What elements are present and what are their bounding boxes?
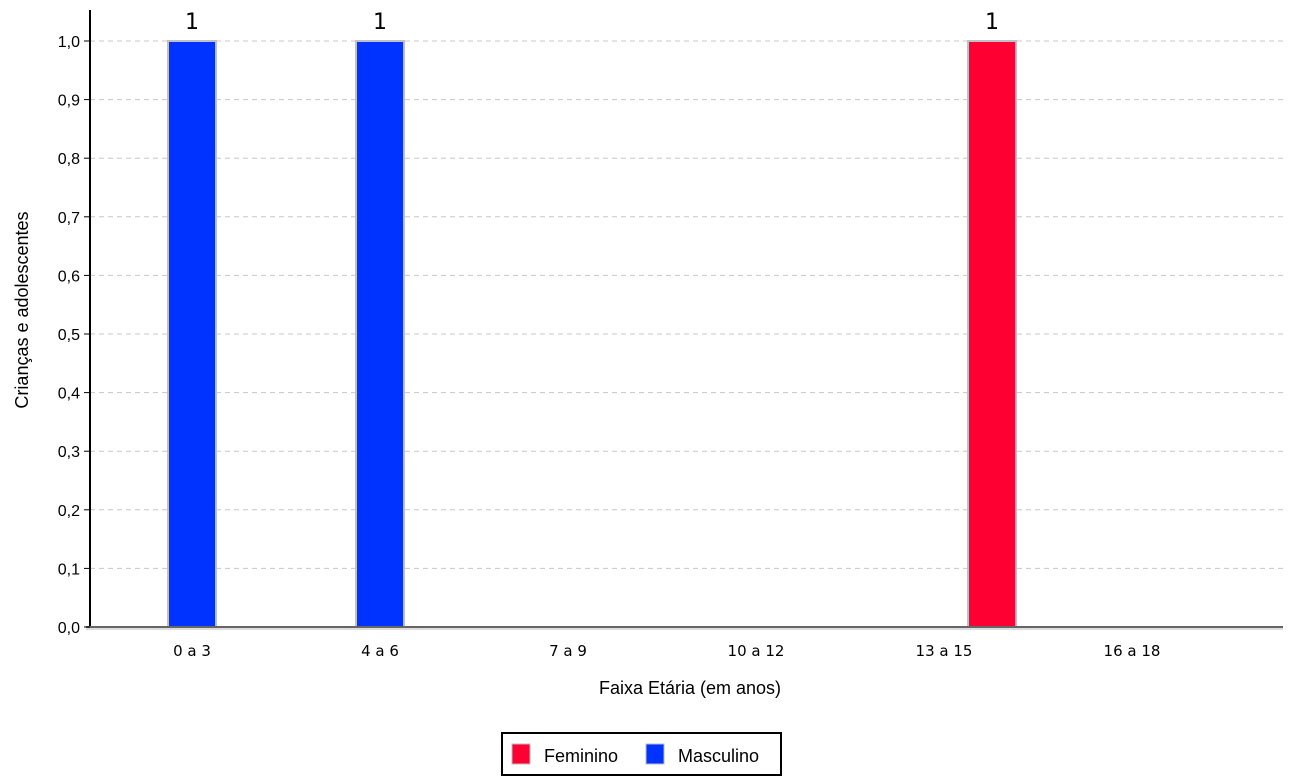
x-axis-title: Faixa Etária (em anos) [599,678,781,698]
data-label: 1 [373,10,387,35]
x-tick-labels: 0 a 3 4 a 6 7 a 9 10 a 12 13 a 15 16 a 18 [173,642,1160,660]
y-tick-label: 0,3 [58,444,80,461]
y-axis-title: Crianças e adolescentes [12,211,32,408]
y-tick-label: 0,1 [58,561,80,578]
y-tick-label: 0,9 [58,93,80,110]
legend-label-masculino: Masculino [678,746,759,766]
x-tick-label: 16 a 18 [1104,642,1161,660]
legend-box [501,732,782,776]
x-tick-label: 0 a 3 [173,642,211,660]
y-tick-label: 0,6 [58,268,80,285]
y-tick-label: 0,4 [58,386,80,403]
legend-label-feminino: Feminino [544,746,618,766]
y-tick-label: 0,8 [58,151,80,168]
y-tick-label: 0,7 [58,210,80,227]
legend-swatch-masculino [645,743,665,765]
y-tick-labels: 0,0 0,1 0,2 0,3 0,4 0,5 0,6 0,7 0,8 0,9 1,0 [58,34,90,637]
bars [167,40,1017,628]
legend-swatch-feminino [511,743,531,765]
axes [86,10,1283,630]
y-tick-label: 0,5 [58,327,80,344]
y-tick-label: 1,0 [58,34,80,51]
data-label: 1 [985,10,999,35]
y-tick-label: 0,2 [58,503,80,520]
bar-feminino-4 [967,40,1017,628]
grid [90,40,1283,569]
x-tick-label: 4 a 6 [361,642,399,660]
data-label: 1 [185,10,199,35]
bar-masculino-1 [355,40,405,628]
legend: Feminino Masculino [501,732,782,776]
x-tick-label: 7 a 9 [549,642,587,660]
x-tick-label: 13 a 15 [916,642,973,660]
y-tick-label: 0,0 [58,620,80,637]
data-labels: 1 1 1 [185,10,999,35]
bar-masculino-0 [167,40,217,628]
x-tick-label: 10 a 12 [728,642,785,660]
